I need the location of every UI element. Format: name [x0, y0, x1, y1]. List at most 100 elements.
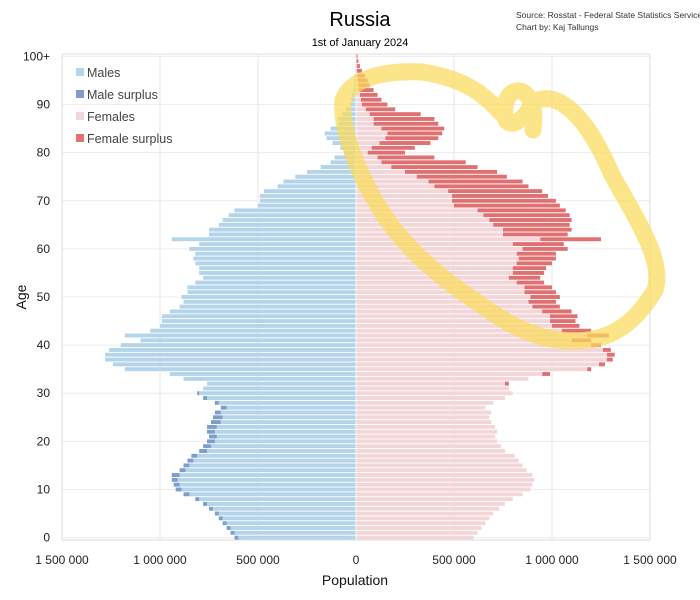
- y-tick-label: 60: [37, 242, 51, 256]
- female-bar: [356, 107, 366, 112]
- y-tick-label: 90: [37, 98, 51, 112]
- female-bar: [356, 449, 505, 453]
- female-bar: [356, 141, 380, 145]
- male-bar: [179, 482, 356, 487]
- male-bar: [161, 319, 356, 324]
- y-tick-label: 70: [37, 194, 51, 208]
- y-tick-label: 30: [37, 386, 51, 400]
- female-surplus-bar: [428, 179, 523, 184]
- female-bar: [356, 319, 551, 324]
- male-bar: [124, 333, 356, 338]
- chart-title: Russia: [329, 9, 391, 31]
- male-surplus-bar: [171, 477, 178, 482]
- female-bar: [356, 218, 490, 222]
- female-bar: [356, 203, 454, 208]
- female-surplus-bar: [381, 126, 445, 131]
- female-surplus-bar: [416, 174, 507, 179]
- female-bar: [356, 198, 453, 203]
- female-bar: [356, 251, 517, 256]
- female-bar: [356, 227, 503, 232]
- legend-label-male-surplus: Male surplus: [87, 88, 158, 102]
- source-line-2: Chart by: Kaj Tallungs: [516, 22, 599, 32]
- male-bar: [214, 429, 356, 434]
- female-bar: [356, 126, 382, 131]
- male-surplus-bar: [203, 444, 211, 449]
- legend-label-females: Females: [87, 110, 135, 124]
- female-surplus-bar: [356, 68, 362, 73]
- male-surplus-bar: [203, 501, 208, 506]
- male-bar: [207, 449, 356, 453]
- legend-swatch-male-surplus: [76, 90, 84, 98]
- female-surplus-bar: [356, 54, 358, 59]
- female-surplus-bar: [361, 102, 388, 107]
- y-tick-label: 10: [37, 482, 51, 496]
- male-bar: [220, 410, 356, 415]
- male-bar: [220, 420, 356, 425]
- source-line-1: Source: Rosstat - Federal State Statisti…: [516, 10, 700, 20]
- male-surplus-bar: [173, 482, 180, 487]
- female-surplus-bar: [516, 251, 556, 256]
- female-bar: [356, 222, 494, 227]
- female-bar: [356, 477, 535, 482]
- male-bar: [238, 535, 356, 540]
- female-bar: [356, 386, 509, 391]
- female-surplus-bar: [387, 131, 443, 136]
- female-bar: [356, 208, 478, 213]
- x-tick-label: 1 000 000: [525, 553, 579, 567]
- female-bar: [356, 299, 529, 304]
- legend: Males Male surplus Females Female surplu…: [76, 66, 172, 146]
- female-surplus-bar: [493, 222, 570, 227]
- male-surplus-bar: [218, 516, 223, 521]
- male-bar: [222, 218, 356, 222]
- x-tick-label: 1 000 000: [133, 553, 187, 567]
- male-bar: [258, 203, 356, 208]
- female-surplus-bar: [552, 323, 580, 328]
- female-bar: [356, 102, 362, 107]
- male-bar: [259, 198, 356, 203]
- male-bar: [222, 516, 356, 521]
- female-surplus-bar: [381, 160, 466, 165]
- y-tick-label: 40: [37, 338, 51, 352]
- female-surplus-bar: [542, 372, 551, 376]
- male-bar: [207, 501, 356, 506]
- female-bar: [356, 396, 505, 401]
- female-bar: [356, 420, 492, 425]
- female-surplus-bar: [518, 256, 556, 261]
- female-bar: [356, 376, 529, 381]
- female-surplus-bar: [356, 59, 359, 64]
- female-bar: [356, 367, 588, 372]
- female-surplus-bar: [358, 88, 374, 93]
- male-surplus-bar: [207, 429, 215, 434]
- female-bar: [356, 295, 531, 299]
- male-bar: [171, 237, 356, 242]
- female-surplus-bar: [391, 165, 478, 170]
- male-bar: [161, 314, 356, 319]
- male-surplus-bar: [214, 511, 219, 516]
- male-bar: [228, 213, 356, 218]
- y-tick-label: 0: [43, 531, 50, 545]
- female-bar: [356, 184, 435, 189]
- female-bar: [356, 285, 525, 290]
- y-tick-label: 100+: [23, 49, 50, 63]
- male-bar: [216, 424, 356, 429]
- female-bar: [356, 338, 572, 343]
- highlight-loop: [334, 63, 666, 350]
- female-bar: [356, 97, 361, 102]
- highlight-stroke: [334, 63, 666, 350]
- male-surplus-bar: [234, 535, 239, 540]
- female-surplus-bar: [489, 218, 572, 222]
- female-bar: [356, 232, 503, 237]
- male-bar: [195, 280, 356, 285]
- female-bar: [356, 314, 551, 319]
- female-surplus-bar: [508, 275, 541, 280]
- male-surplus-bar: [222, 521, 227, 526]
- female-surplus-bar: [512, 270, 545, 275]
- male-bar: [179, 304, 356, 309]
- male-bar: [209, 232, 356, 237]
- female-bar: [356, 352, 607, 357]
- female-surplus-bar: [550, 319, 576, 324]
- female-bar: [356, 492, 523, 497]
- male-bar: [160, 323, 356, 328]
- male-surplus-bar: [187, 458, 194, 463]
- female-bar: [356, 487, 531, 492]
